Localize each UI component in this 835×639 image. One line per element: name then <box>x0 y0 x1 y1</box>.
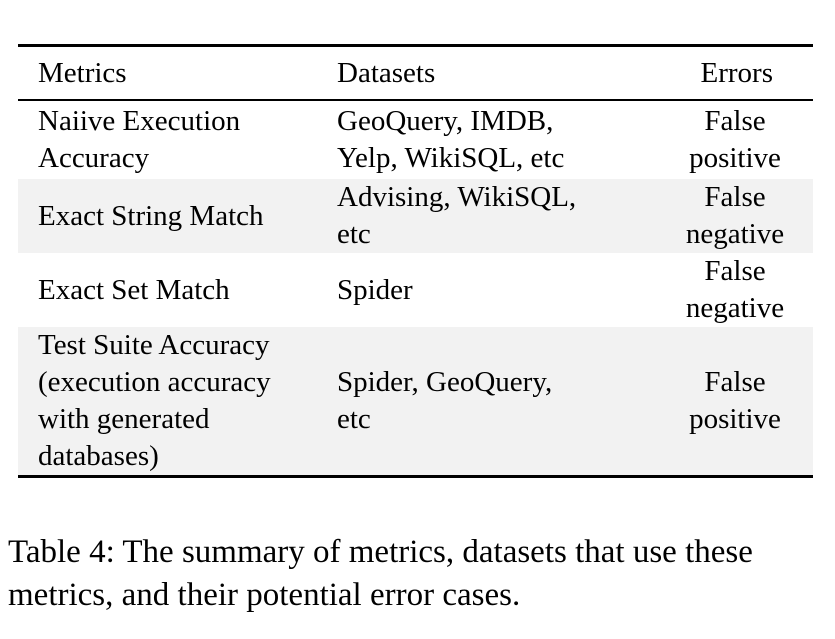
dataset-text: etc <box>337 218 371 250</box>
metric-text: Test Suite Accuracy <box>38 329 270 361</box>
error-cell: False negative <box>657 253 813 327</box>
dataset-cell: Spider <box>337 272 657 309</box>
error-text: False <box>704 366 766 398</box>
caption-line: metrics, and their potential error cases… <box>8 577 521 613</box>
table-row: Naiive Execution Accuracy GeoQuery, IMDB… <box>18 101 813 179</box>
dataset-text: Spider <box>337 273 413 306</box>
dataset-text: Advising, WikiSQL, <box>337 181 577 213</box>
table-bottom-rule <box>18 475 813 478</box>
dataset-cell: Advising, WikiSQL, etc <box>337 179 657 253</box>
dataset-text: etc <box>337 403 371 435</box>
error-text: positive <box>689 142 781 174</box>
error-text: negative <box>685 218 785 250</box>
table-row: Exact Set Match Spider False negative <box>18 253 813 327</box>
error-cell: False negative <box>657 179 813 253</box>
error-text: positive <box>689 403 781 435</box>
dataset-text: GeoQuery, IMDB, <box>337 105 554 137</box>
metric-text: Exact String Match <box>38 199 264 232</box>
caption-line: Table 4: The summary of metrics, dataset… <box>8 534 753 570</box>
error-text: negative <box>685 292 785 324</box>
error-text: False <box>704 255 766 287</box>
metric-cell: Exact Set Match <box>18 272 337 309</box>
metric-cell: Exact String Match <box>18 198 337 235</box>
metric-text: Exact Set Match <box>38 273 230 306</box>
dataset-text: Yelp, WikiSQL, etc <box>337 142 565 174</box>
metric-text: Accuracy <box>38 142 150 174</box>
metric-text: with generated <box>38 403 210 435</box>
metrics-table: Metrics Datasets Errors Naiive Execution… <box>18 44 813 478</box>
dataset-text: Spider, GeoQuery, <box>337 366 553 398</box>
metric-cell: Naiive Execution Accuracy <box>18 103 337 177</box>
header-errors: Errors <box>700 56 773 89</box>
error-text: False <box>704 105 766 137</box>
dataset-cell: Spider, GeoQuery, etc <box>337 364 657 438</box>
error-cell: False positive <box>657 364 813 438</box>
table-caption: Table 4: The summary of metrics, dataset… <box>8 531 828 617</box>
table-top-rule <box>18 44 813 47</box>
metric-text: databases) <box>38 440 159 472</box>
metric-text: Naiive Execution <box>38 105 241 137</box>
table-header-row: Metrics Datasets Errors <box>18 47 813 99</box>
table-row: Exact String Match Advising, WikiSQL, et… <box>18 179 813 253</box>
metric-cell: Test Suite Accuracy (execution accuracy … <box>18 327 337 475</box>
metric-text: (execution accuracy <box>38 366 271 398</box>
table-header-rule <box>18 99 813 101</box>
header-datasets: Datasets <box>337 56 436 89</box>
error-cell: False positive <box>657 103 813 177</box>
table-row: Test Suite Accuracy (execution accuracy … <box>18 327 813 475</box>
dataset-cell: GeoQuery, IMDB, Yelp, WikiSQL, etc <box>337 103 657 177</box>
header-metrics: Metrics <box>38 56 127 89</box>
error-text: False <box>704 181 766 213</box>
